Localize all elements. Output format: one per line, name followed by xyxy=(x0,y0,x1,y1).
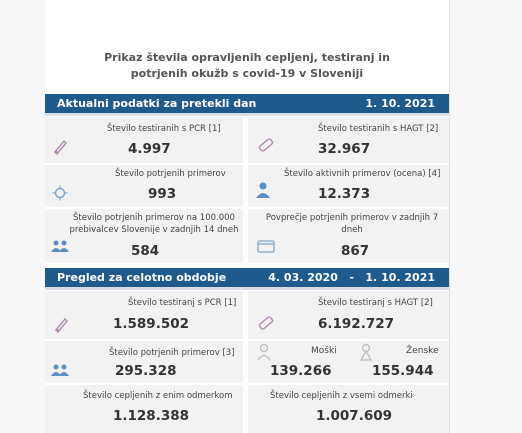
section-header-current: Aktualni podatki za pretekli dan 1. 10. … xyxy=(45,94,449,116)
card-7day-average: Povprečje potrjenih primerov v zadnjih 7… xyxy=(248,209,449,263)
page-title: Prikaz števila opravljenih cepljenj, tes… xyxy=(45,50,449,82)
card-caption: Povprečje potrjenih primerov v zadnjih 7… xyxy=(262,212,442,236)
card-vaccinated-one-dose: Število cepljenih z enim odmerkom 1.128.… xyxy=(45,385,243,433)
card-caption: Število potrjenih primerov xyxy=(115,169,226,179)
test-tube-icon xyxy=(52,315,70,333)
card-value: 4.997 xyxy=(128,141,171,157)
card-caption-line-2: dneh xyxy=(341,225,363,235)
card-caption: Število testiranih s HAGT [2] xyxy=(318,124,439,134)
women-value: 155.944 xyxy=(372,363,434,379)
rapid-test-icon xyxy=(256,313,276,333)
card-caption-line-1: Število potrjenih primerov na 100.000 xyxy=(73,213,235,223)
virus-icon xyxy=(52,185,68,201)
card-caption: Število testiranj s HAGT [2] xyxy=(318,298,433,308)
card-confirmed-daily: Število potrjenih primerov 993 xyxy=(45,165,243,207)
man-icon xyxy=(256,343,272,361)
section-header-label: Pregled za celotno obdobje xyxy=(57,271,227,284)
person-icon xyxy=(255,181,271,199)
men-label: Moški xyxy=(311,346,337,356)
people-group-icon xyxy=(50,363,70,377)
women-label: Ženske xyxy=(406,346,439,356)
card-pcr-tests-daily: Število testiranih s PCR [1] 4.997 xyxy=(45,117,243,163)
card-caption-line-2: prebivalcev Slovenije v zadnjih 14 dneh xyxy=(69,225,239,235)
card-value: 867 xyxy=(341,243,370,259)
page-title-line-2: potrjenih okužb s covid-19 v Sloveniji xyxy=(130,67,364,80)
card-caption: Število cepljenih z vsemi odmerki xyxy=(270,391,413,401)
right-margin xyxy=(449,0,522,433)
card-value: 32.967 xyxy=(318,141,371,157)
section-header-date: 4. 03. 2020 - 1. 10. 2021 xyxy=(268,271,435,284)
section-header-total: Pregled za celotno obdobje 4. 03. 2020 -… xyxy=(45,268,449,290)
card-pcr-tests-total: Število testiranj s PCR [1] 1.589.502 xyxy=(45,291,243,339)
card-value: 295.328 xyxy=(115,363,177,379)
men-value: 139.266 xyxy=(270,363,332,379)
card-confirmed-total: Število potrjenih primerov [3] 295.328 xyxy=(45,341,243,383)
left-margin xyxy=(0,0,45,433)
page-title-line-1: Prikaz števila opravljenih cepljenj, tes… xyxy=(104,51,390,64)
card-value: 993 xyxy=(148,186,177,202)
card-value: 1.128.388 xyxy=(113,408,190,424)
test-tube-icon xyxy=(51,137,69,155)
calendar-icon xyxy=(257,239,275,253)
card-caption: Število potrjenih primerov [3] xyxy=(109,348,235,358)
card-caption: Število aktivnih primerov (ocena) [4] xyxy=(284,169,441,179)
rapid-test-icon xyxy=(256,135,276,155)
card-hagt-tests-daily: Število testiranih s HAGT [2] 32.967 xyxy=(248,117,449,163)
people-group-icon xyxy=(50,239,70,253)
card-active-cases: Število aktivnih primerov (ocena) [4] 12… xyxy=(248,165,449,207)
card-confirmed-per-100k: Število potrjenih primerov na 100.000 pr… xyxy=(45,209,243,263)
card-hagt-tests-total: Število testiranj s HAGT [2] 6.192.727 xyxy=(248,291,449,339)
card-value: 1.589.502 xyxy=(113,316,190,332)
woman-icon xyxy=(358,343,374,361)
card-caption: Število cepljenih z enim odmerkom xyxy=(83,391,233,401)
card-value: 584 xyxy=(131,243,160,259)
card-value: 1.007.609 xyxy=(316,408,393,424)
card-caption: Število testiranih s PCR [1] xyxy=(107,124,221,134)
card-vaccinated-all-doses: Število cepljenih z vsemi odmerki 1.007.… xyxy=(248,385,449,433)
card-caption: Število testiranj s PCR [1] xyxy=(128,298,237,308)
card-value: 6.192.727 xyxy=(318,316,395,332)
card-caption: Število potrjenih primerov na 100.000 pr… xyxy=(69,212,239,236)
card-caption-line-1: Povprečje potrjenih primerov v zadnjih 7 xyxy=(265,213,439,223)
section-header-label: Aktualni podatki za pretekli dan xyxy=(57,97,257,110)
section-header-date: 1. 10. 2021 xyxy=(365,97,435,110)
card-gender-split: Moški 139.266 Ženske 155.944 xyxy=(248,341,449,383)
card-value: 12.373 xyxy=(318,186,371,202)
right-divider xyxy=(449,0,450,433)
